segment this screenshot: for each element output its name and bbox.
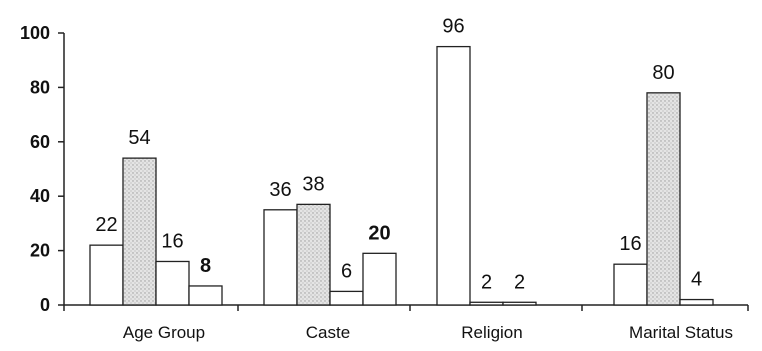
- x-category-label: Marital Status: [629, 323, 733, 342]
- data-label: 16: [161, 230, 183, 252]
- bar-marital-status-3: [679, 298, 714, 306]
- data-labels: 22 54 16 8 Age Group 36 38 6 20 Caste 96 2 2 Religion…: [95, 16, 733, 342]
- data-label: 8: [200, 255, 211, 277]
- x-category-label: Caste: [306, 323, 350, 342]
- data-label: 38: [302, 173, 324, 195]
- bar-caste-2: [296, 203, 331, 306]
- bar-caste-4: [362, 252, 397, 306]
- data-label: 36: [269, 179, 291, 201]
- x-category-label: Religion: [461, 323, 522, 342]
- data-label: 2: [514, 271, 525, 293]
- data-label: 80: [652, 62, 674, 84]
- y-tick-label: 20: [30, 241, 50, 261]
- y-tick-label: 40: [30, 186, 50, 206]
- data-label: 22: [95, 214, 117, 236]
- data-label: 96: [442, 16, 464, 38]
- bar-age-group-4: [188, 285, 223, 306]
- bar-marital-status-2: [646, 92, 681, 306]
- data-label: 20: [368, 222, 390, 244]
- x-category-label: Age Group: [123, 323, 205, 342]
- data-label: 4: [691, 269, 702, 291]
- y-tick-label: 80: [30, 77, 50, 97]
- data-label: 2: [481, 271, 492, 293]
- bars: [89, 45, 714, 306]
- y-tick-label: 60: [30, 132, 50, 152]
- bar-age-group-3: [155, 260, 190, 306]
- data-label: 54: [128, 127, 150, 149]
- data-label: 16: [619, 233, 641, 255]
- bar-religion-1: [436, 45, 471, 306]
- bar-marital-status-1: [613, 263, 648, 306]
- y-tick-label: 0: [40, 295, 50, 315]
- bar-age-group-2: [122, 157, 157, 306]
- y-tick-label: 100: [20, 23, 50, 43]
- data-label: 6: [341, 260, 352, 282]
- bar-caste-1: [263, 209, 298, 306]
- bar-religion-2: [469, 301, 504, 306]
- bar-religion-3: [502, 301, 537, 306]
- bar-caste-3: [329, 290, 364, 306]
- bar-age-group-1: [89, 244, 124, 306]
